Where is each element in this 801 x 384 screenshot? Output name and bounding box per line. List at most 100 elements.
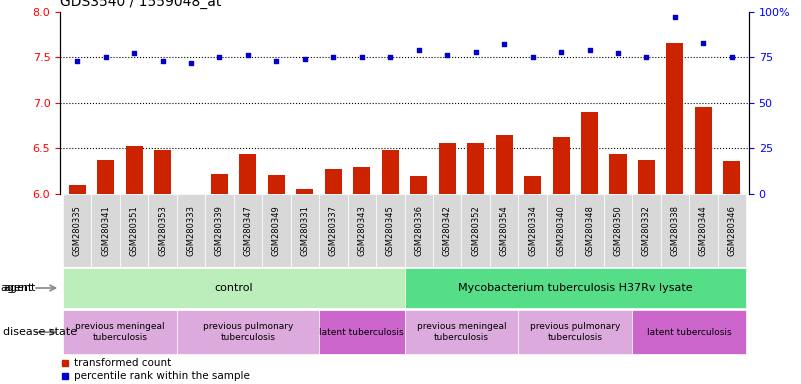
Bar — [518, 310, 632, 354]
Bar — [353, 167, 370, 194]
Bar — [126, 147, 143, 194]
Point — [413, 47, 425, 53]
Bar — [638, 160, 655, 194]
Bar — [97, 160, 115, 194]
Text: GSM280334: GSM280334 — [528, 205, 537, 256]
Bar — [496, 135, 513, 194]
Text: transformed count: transformed count — [74, 358, 171, 368]
Text: previous meningeal
tuberculosis: previous meningeal tuberculosis — [417, 323, 506, 342]
Bar — [262, 194, 291, 267]
Bar — [604, 194, 632, 267]
Bar — [177, 194, 205, 267]
Point — [213, 54, 226, 60]
Text: GSM280351: GSM280351 — [130, 205, 139, 256]
Point — [184, 60, 197, 66]
Bar — [581, 112, 598, 194]
Bar — [723, 161, 740, 194]
Text: GSM280340: GSM280340 — [557, 205, 566, 256]
Point — [327, 54, 340, 60]
Bar — [148, 194, 177, 267]
Text: latent tuberculosis: latent tuberculosis — [647, 328, 731, 337]
Text: previous pulmonary
tuberculosis: previous pulmonary tuberculosis — [203, 323, 293, 342]
Bar — [433, 194, 461, 267]
Bar — [239, 154, 256, 194]
Text: GSM280342: GSM280342 — [443, 205, 452, 256]
Text: GSM280336: GSM280336 — [414, 205, 423, 256]
Point — [640, 54, 653, 60]
Point — [242, 52, 255, 58]
Text: GSM280352: GSM280352 — [471, 205, 480, 256]
Bar — [91, 194, 120, 267]
Bar — [490, 194, 518, 267]
Bar — [467, 143, 485, 194]
Bar — [69, 185, 86, 194]
Text: GSM280333: GSM280333 — [187, 205, 195, 256]
Point — [526, 54, 539, 60]
Text: previous meningeal
tuberculosis: previous meningeal tuberculosis — [75, 323, 165, 342]
Text: GSM280339: GSM280339 — [215, 205, 224, 256]
Bar — [410, 176, 427, 194]
Bar — [234, 194, 262, 267]
Point — [583, 47, 596, 53]
Point — [270, 58, 283, 64]
Text: GSM280348: GSM280348 — [585, 205, 594, 256]
Bar — [205, 194, 234, 267]
Text: GSM280332: GSM280332 — [642, 205, 651, 256]
Text: control: control — [215, 283, 253, 293]
Text: GSM280345: GSM280345 — [386, 205, 395, 256]
Bar — [120, 194, 148, 267]
Bar — [547, 194, 575, 267]
Bar — [518, 194, 547, 267]
Bar — [689, 194, 718, 267]
Point — [497, 41, 510, 47]
Bar — [405, 268, 746, 308]
Text: GSM280331: GSM280331 — [300, 205, 309, 256]
Bar — [63, 310, 177, 354]
Point — [127, 50, 140, 56]
Point — [554, 49, 567, 55]
Point — [356, 54, 368, 60]
Bar — [405, 310, 518, 354]
Text: GSM280344: GSM280344 — [699, 205, 708, 256]
Bar — [661, 194, 689, 267]
Text: agent: agent — [3, 283, 35, 293]
Text: GSM280349: GSM280349 — [272, 205, 281, 256]
Bar — [718, 194, 746, 267]
Bar — [268, 175, 285, 194]
Point — [384, 54, 396, 60]
Bar — [694, 107, 712, 194]
Bar — [177, 310, 319, 354]
Text: agent: agent — [0, 283, 32, 293]
Bar — [319, 194, 348, 267]
Point — [669, 14, 682, 20]
Text: latent tuberculosis: latent tuberculosis — [320, 328, 405, 337]
Text: GSM280341: GSM280341 — [101, 205, 110, 256]
Bar — [439, 143, 456, 194]
Text: GSM280343: GSM280343 — [357, 205, 366, 256]
Text: GSM280350: GSM280350 — [614, 205, 622, 256]
Point — [156, 58, 169, 64]
Point — [697, 40, 710, 46]
Point — [70, 58, 83, 64]
Bar — [632, 310, 746, 354]
Bar — [632, 194, 661, 267]
Bar — [376, 194, 405, 267]
Text: GSM280346: GSM280346 — [727, 205, 736, 256]
Text: percentile rank within the sample: percentile rank within the sample — [74, 371, 250, 381]
Point — [726, 54, 739, 60]
Bar — [63, 268, 405, 308]
Bar — [154, 150, 171, 194]
Text: GSM280354: GSM280354 — [500, 205, 509, 256]
Text: disease state: disease state — [3, 327, 77, 337]
Bar — [319, 310, 405, 354]
Bar — [553, 137, 570, 194]
Bar — [296, 189, 313, 194]
Point — [299, 56, 312, 62]
Bar — [461, 194, 490, 267]
Text: GSM280337: GSM280337 — [329, 205, 338, 256]
Text: GSM280353: GSM280353 — [158, 205, 167, 256]
Text: GDS3540 / 1559048_at: GDS3540 / 1559048_at — [60, 0, 221, 9]
Text: GSM280338: GSM280338 — [670, 205, 679, 256]
Text: GSM280347: GSM280347 — [244, 205, 252, 256]
Point — [469, 49, 482, 55]
